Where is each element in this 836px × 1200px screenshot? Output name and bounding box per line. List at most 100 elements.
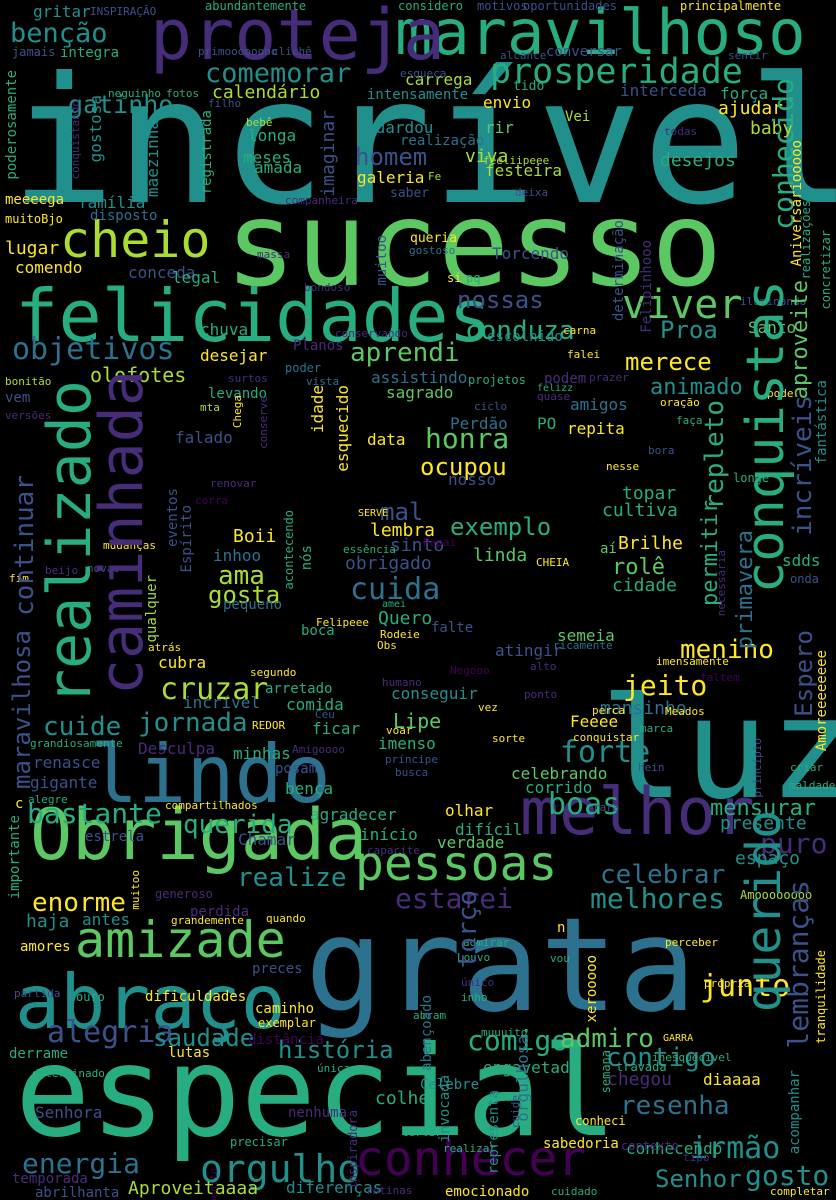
word-contexto: contexto	[621, 1139, 679, 1153]
word-admirar: admirar	[463, 936, 510, 949]
word-nesse: nesse	[606, 460, 640, 473]
word-ficar: ficar	[312, 719, 361, 738]
word-conheci: conheci	[575, 1114, 626, 1128]
word-invocada: invocada	[437, 1075, 453, 1143]
word-acompanhar: acompanhar	[787, 1070, 803, 1155]
word-chegou: chegou	[607, 1069, 673, 1090]
word-surtos: surtos	[228, 372, 268, 385]
word-meses: meses	[243, 148, 292, 167]
word-agradecer: agradecer	[310, 805, 397, 824]
word-exemplo: exemplo	[450, 513, 552, 541]
word-conquistar: conquistar	[573, 731, 640, 744]
word-conversar: conversar	[546, 44, 622, 60]
word-muitobjo: muitoBjo	[5, 212, 63, 226]
word-caminhada: caminhada	[87, 370, 157, 696]
word-repita: repita	[567, 419, 625, 438]
word-neguinho: neguinho	[108, 87, 161, 100]
word-integra: integra	[60, 45, 120, 61]
word-interceda: interceda	[620, 81, 707, 100]
word-familia: família	[78, 193, 146, 212]
word-enorme: enorme	[32, 888, 126, 918]
word-calendario: calendário	[212, 82, 321, 103]
word-comigo: comigo	[467, 1024, 569, 1057]
word-obrigado: obrigado	[345, 553, 432, 574]
word-amoooooooo: Amoooooooo	[740, 888, 813, 902]
word-xerooooo: xerooooo	[584, 955, 600, 1023]
word-perca: perca	[592, 704, 626, 717]
word-semana: semana	[599, 1050, 613, 1094]
word-busca: busca	[395, 766, 429, 779]
word-antes: antes	[82, 910, 131, 929]
word-senhor: Senhor	[655, 1165, 742, 1193]
word-marca: marca	[640, 722, 674, 735]
word-faltem: faltem	[700, 671, 740, 684]
word-sabedoria: sabedoria	[543, 1136, 619, 1152]
word-alegria: alegria	[47, 1015, 174, 1050]
word-si: si	[447, 271, 462, 285]
word-capacite: capacite	[367, 844, 420, 857]
word-honra: honra	[425, 422, 510, 455]
word-cheia: CHEIA	[536, 556, 570, 569]
word-posam: posam	[275, 761, 318, 777]
word-merece: merece	[625, 348, 712, 376]
word-proteja: proteja	[150, 0, 446, 76]
word-renovar: renovar	[210, 477, 257, 490]
word-conduza: conduza	[465, 316, 575, 346]
word-saber: saber	[390, 186, 430, 201]
word-sentir: sentir	[728, 49, 768, 62]
word-conserve: conserve	[257, 396, 270, 449]
word-topar: topar	[622, 483, 677, 504]
word-rir: rir	[485, 118, 514, 137]
word-voar: voar	[386, 724, 413, 737]
word-negooo: Negooo	[450, 664, 490, 677]
word-espaco: espaço	[735, 848, 801, 869]
word-meeeega: meeeega	[5, 192, 65, 208]
word-perdida: perdida	[190, 904, 250, 920]
word-garra: GARRA	[663, 1033, 694, 1044]
word-iluminando: iluminando	[740, 295, 807, 308]
word-cidade: cidade	[612, 575, 678, 596]
word-compartilhados: compartilhados	[165, 799, 258, 812]
word-vez: vez	[478, 701, 498, 714]
word-gritar: gritar	[33, 2, 91, 21]
word-conhecendo: conhecendo	[626, 1139, 723, 1158]
word-necessaria: necessária	[715, 550, 728, 617]
word-levando: levando	[208, 386, 268, 402]
word-lipe: Lipe	[393, 709, 442, 733]
word-gatinho: gatinho	[68, 90, 174, 119]
word-historia: história	[278, 1036, 394, 1064]
word-amoreeeee: Amoreeeeeeee	[814, 650, 830, 752]
word-bonitao: bonitão	[5, 375, 52, 388]
word-incrivel2: incrível	[183, 693, 261, 712]
word-bencao: benção	[10, 18, 108, 49]
word-mta: mta	[200, 401, 220, 414]
word-alcance: alcance	[500, 49, 547, 62]
word-registrada: registrada	[199, 110, 215, 195]
word-melhor: melhor	[520, 775, 755, 850]
word-cuide2: cuide	[509, 1095, 522, 1129]
word-lembrancas: lembranças	[782, 880, 815, 1049]
word-comida: comida	[286, 695, 344, 714]
word-saudade: saudade	[153, 1024, 255, 1052]
word-santo: Santo	[748, 318, 797, 337]
word-falte: falte	[431, 620, 474, 636]
word-grandemente: grandemente	[171, 914, 244, 927]
word-sinto: sinto	[390, 535, 445, 556]
word-amei: amei	[382, 599, 407, 610]
word-meados: Meados	[665, 705, 705, 718]
word-imensamente: imensamente	[656, 655, 729, 668]
word-tranquilidade: tranquilidade	[814, 950, 828, 1044]
word-aproveite: aproveite	[788, 280, 813, 400]
word-forte: forte	[560, 735, 651, 770]
word-maldade: maldade	[789, 779, 836, 792]
word-ajudar: ajudar	[718, 98, 784, 119]
word-primavera: primavera	[733, 530, 758, 650]
word-homem: homem	[355, 143, 428, 171]
word-semeia: semeia	[557, 626, 615, 645]
word-perceber: perceber	[665, 936, 718, 949]
word-pode: pode	[767, 387, 794, 400]
word-chuva: chuva	[200, 320, 249, 339]
word-celebrando: celebrando	[511, 764, 608, 783]
word-desejos: desejos	[660, 150, 736, 171]
word-fim: fim	[9, 572, 29, 585]
